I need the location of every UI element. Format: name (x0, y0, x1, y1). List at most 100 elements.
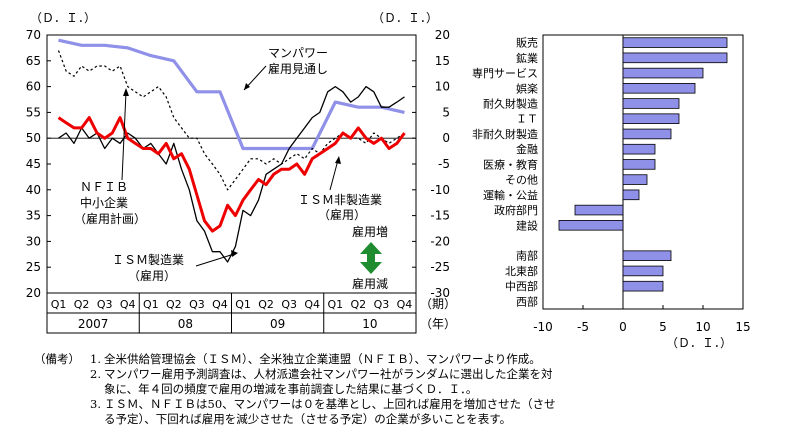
note-text: ＩＳＭ、ＮＦＩＢは50、マンパワーは０を基準とし、上回れば雇用を増加させた（させ… (104, 397, 556, 426)
bar-category-label: 北東部 (505, 264, 538, 278)
year-label: 08 (178, 317, 193, 331)
right-axis-unit: （Ｄ．Ｉ．） (372, 11, 438, 25)
right-axis-tick-label: 20 (435, 28, 450, 42)
bar (622, 280, 664, 292)
note-item-1: （備考） 1. 全米供給管理協会（ＩＳＭ）、全米独立企業連盟（ＮＦＩＢ）、マンパ… (34, 352, 784, 367)
employment-down-label: 雇用減 (352, 276, 388, 291)
bar-x-tick-label: 15 (735, 320, 750, 334)
bar-category-label: 中西部 (505, 279, 538, 293)
bar (558, 220, 624, 231)
series-line-manpower (58, 38, 405, 151)
right-axis-tick-label: -20 (430, 234, 450, 248)
employment-up-label: 雇用増 (352, 224, 388, 239)
left-axis-tick-label: 35 (26, 209, 41, 223)
ism-nonmfg-label-2: （雇用） (318, 207, 366, 222)
quarter-label: Q4 (212, 298, 228, 311)
bar-x-tick-label: -5 (577, 320, 589, 334)
bar-category-label: ＩＴ (516, 113, 538, 126)
employment-di-line-chart: （Ｄ．Ｉ．） （Ｄ．Ｉ．） 2025303540455055606570-30-… (26, 11, 456, 334)
bar-category-label: 西部 (516, 294, 538, 308)
note-item-3: 3. ＩＳＭ、ＮＦＩＢは50、マンパワーは０を基準とし、上回れば雇用を増加させた… (34, 397, 784, 427)
bar (622, 98, 680, 109)
note-text: マンパワー雇用予測調査は、人材派遣会社マンパワー社がランダムに選出した企業を対 … (104, 367, 553, 396)
left-axis-unit: （Ｄ．Ｉ．） (30, 11, 96, 25)
bar (622, 250, 672, 261)
bar (574, 204, 624, 216)
right-axis-tick-label: 10 (435, 80, 450, 94)
ism-mfg-leader-arrowhead (231, 250, 238, 257)
left-axis-tick-label: 40 (26, 183, 41, 197)
left-axis-tick-label: 55 (26, 105, 41, 119)
nfib-leader-arrowhead (123, 88, 129, 96)
bar-category-label: 医療・教育 (483, 157, 538, 171)
right-axis-tick-label: 15 (435, 54, 450, 68)
bar-category-label: 非耐久財製造 (472, 127, 538, 141)
note-number: 2. (90, 367, 101, 381)
left-axis-tick-label: 30 (26, 234, 41, 248)
bar-x-tick-label: 0 (619, 320, 627, 334)
right-axis-tick-label: 0 (442, 131, 450, 145)
ism-nonmfg-leader-arrowhead (335, 156, 341, 164)
note-number: 3. (90, 397, 101, 411)
bar-category-label: 鉱業 (516, 51, 538, 65)
left-axis-tick-label: 25 (26, 260, 41, 274)
bar (622, 265, 664, 277)
quarter-label: Q1 (235, 298, 251, 311)
ism-mfg-label-2: （雇用） (128, 268, 176, 283)
left-axis-tick-label: 70 (26, 28, 41, 42)
manpower-label-2: 雇用見通し (268, 61, 328, 76)
series-line-ism_nonmfg (57, 116, 406, 233)
bar-x-tick-label: 10 (695, 320, 710, 334)
bar-x-tick-label: -10 (533, 320, 553, 334)
quarter-label: Q1 (143, 298, 159, 311)
up-down-arrow-icon (360, 242, 382, 274)
note-number: 1. (90, 352, 101, 366)
quarter-label: Q4 (304, 298, 320, 311)
ism-mfg-leader (195, 253, 235, 267)
notes-lead: （備考） (34, 352, 80, 366)
quarter-label: Q2 (258, 298, 274, 311)
ism-mfg-label-1: ＩＳＭ製造業 (112, 253, 184, 267)
nfib-label-2: 中小企業 (80, 195, 128, 210)
quarter-label: Q4 (120, 298, 136, 311)
bar-category-label: 専門サービス (472, 67, 538, 80)
bar (622, 189, 640, 201)
manpower-leader-arrowhead (244, 83, 250, 90)
year-label: 10 (362, 317, 377, 331)
bar-category-label: 政府部門 (494, 203, 538, 217)
right-axis-tick-label: -30 (430, 286, 450, 300)
year-label: 2007 (78, 317, 109, 331)
quarter-label: Q2 (166, 298, 182, 311)
bar-category-label: 金融 (516, 142, 538, 156)
left-axis-tick-label: 50 (26, 131, 41, 145)
quarter-label: Q3 (281, 298, 297, 311)
bar (622, 128, 672, 140)
nfib-label-3: （雇用計画） (74, 211, 146, 226)
left-axis-tick-label: 45 (26, 157, 41, 171)
figure: （Ｄ．Ｉ．） （Ｄ．Ｉ．） 2025303540455055606570-30-… (26, 11, 751, 350)
bar-category-label: 南部 (516, 249, 538, 263)
bar-x-tick-label: 5 (659, 320, 667, 334)
bar-category-label: 運輸・公益 (483, 188, 538, 202)
nfib-label-1: ＮＦＩＢ (80, 180, 128, 194)
note-text: 全米供給管理協会（ＩＳＭ）、全米独立企業連盟（ＮＦＩＢ）、マンパワーより作成。 (104, 352, 541, 366)
bar-category-label: 建設 (516, 218, 538, 232)
quarter-label: Q2 (351, 298, 367, 311)
bar (622, 83, 696, 94)
bar-category-label: 娯楽 (516, 81, 538, 95)
quarter-label: Q4 (397, 298, 413, 311)
bar-x-unit: （Ｄ．Ｉ．） (666, 336, 732, 350)
bar-category-label: その他 (505, 174, 538, 187)
bar (622, 52, 728, 64)
quarter-label: Q1 (51, 298, 67, 311)
bar (622, 113, 680, 124)
left-axis-tick-label: 60 (26, 80, 41, 94)
right-axis-tick-label: 5 (442, 105, 450, 119)
left-axis-tick-label: 20 (26, 286, 41, 300)
right-axis-tick-label: -15 (430, 209, 450, 223)
bar (622, 143, 656, 155)
year-label: 09 (270, 317, 285, 331)
quarter-label: Q3 (374, 298, 390, 311)
bar-category-label: 販売 (516, 37, 538, 50)
